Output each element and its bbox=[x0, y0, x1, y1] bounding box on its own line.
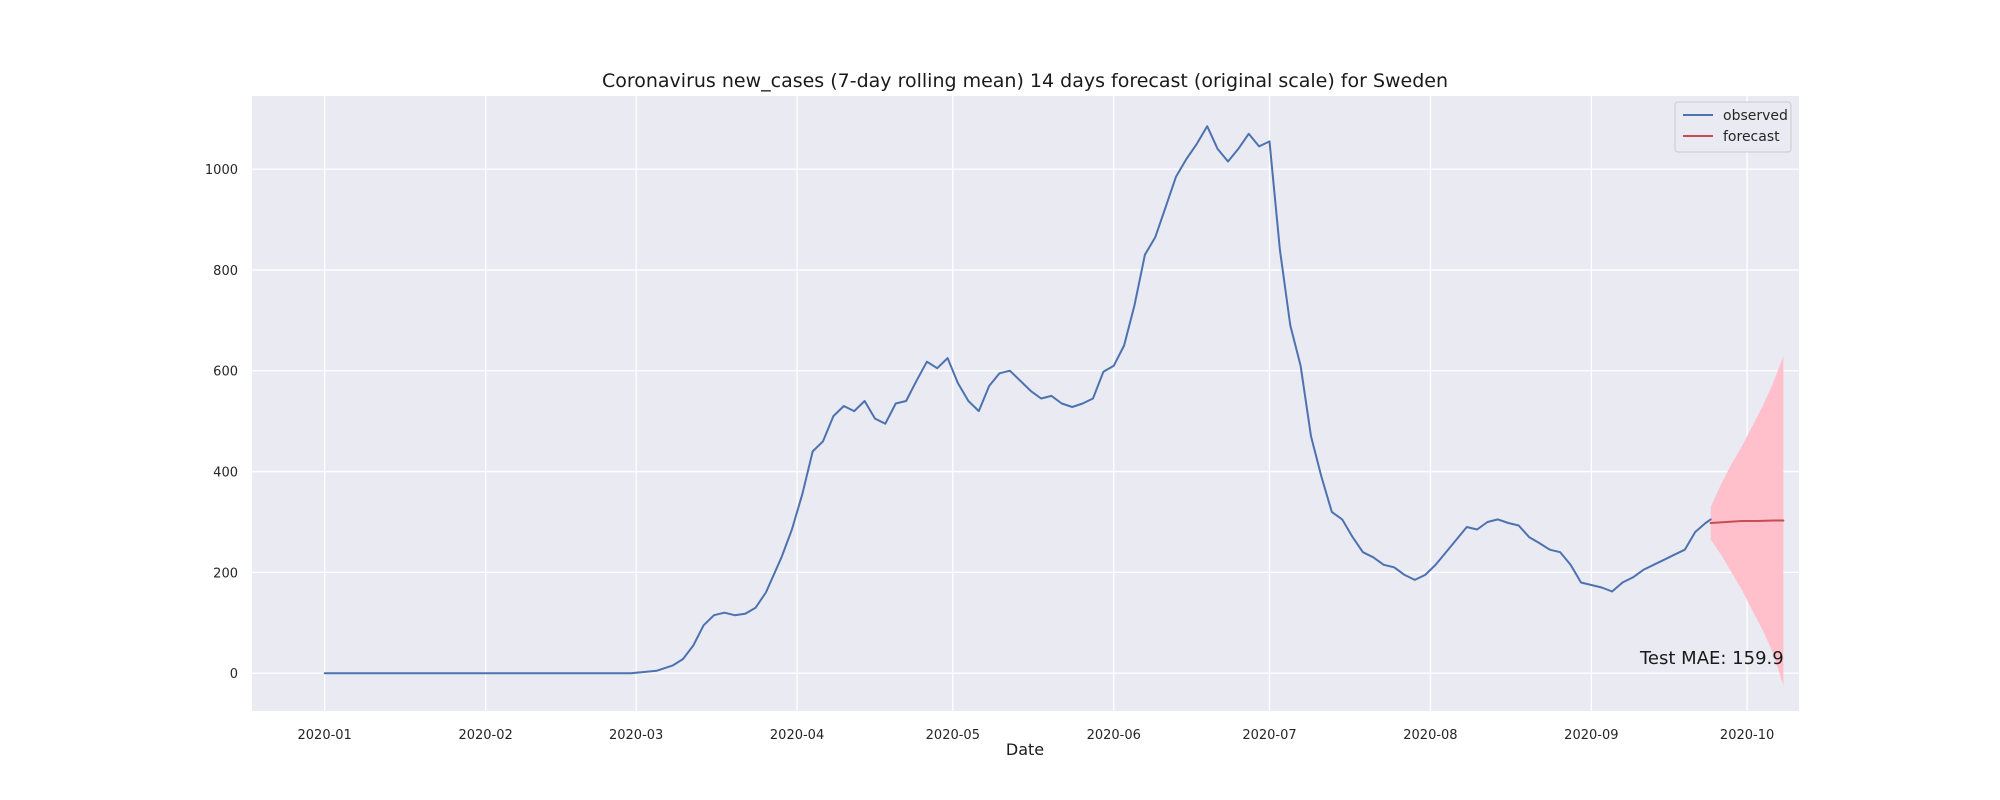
x-tick-label: 2020-04 bbox=[770, 728, 824, 743]
y-tick-label: 600 bbox=[213, 365, 238, 380]
x-tick-label: 2020-07 bbox=[1242, 728, 1296, 743]
y-tick-label: 0 bbox=[230, 667, 238, 682]
series-line-forecast bbox=[1709, 519, 1785, 524]
x-axis-label: Date bbox=[1006, 740, 1044, 759]
y-axis-ticks: 0 200 400 600 800 1000 bbox=[205, 163, 238, 682]
x-tick-label: 2020-08 bbox=[1403, 728, 1457, 743]
x-tick-label: 2020-05 bbox=[926, 728, 980, 743]
legend-label-forecast: forecast bbox=[1723, 129, 1780, 145]
legend: observed forecast bbox=[1674, 101, 1792, 153]
y-tick-label: 400 bbox=[213, 466, 238, 481]
series-line-observed bbox=[323, 125, 1712, 675]
y-tick-label: 800 bbox=[213, 264, 238, 279]
x-tick-label: 2020-09 bbox=[1564, 728, 1618, 743]
y-tick-label: 200 bbox=[213, 566, 238, 581]
x-tick-label: 2020-02 bbox=[458, 728, 512, 743]
x-tick-label: 2020-06 bbox=[1087, 728, 1141, 743]
x-tick-label: 2020-10 bbox=[1720, 728, 1774, 743]
x-tick-label: 2020-01 bbox=[298, 728, 352, 743]
x-tick-label: 2020-03 bbox=[609, 728, 663, 743]
series-lines bbox=[323, 125, 1785, 675]
chart-title: Coronavirus new_cases (7-day rolling mea… bbox=[602, 70, 1448, 92]
x-axis-ticks: 2020-01 2020-02 2020-03 2020-04 2020-05 2020-… bbox=[298, 728, 1775, 743]
y-tick-label: 1000 bbox=[205, 163, 238, 178]
legend-label-observed: observed bbox=[1723, 108, 1788, 124]
plot-area bbox=[252, 96, 1799, 711]
test-mae-annotation: Test MAE: 159.9 bbox=[1639, 648, 1784, 669]
